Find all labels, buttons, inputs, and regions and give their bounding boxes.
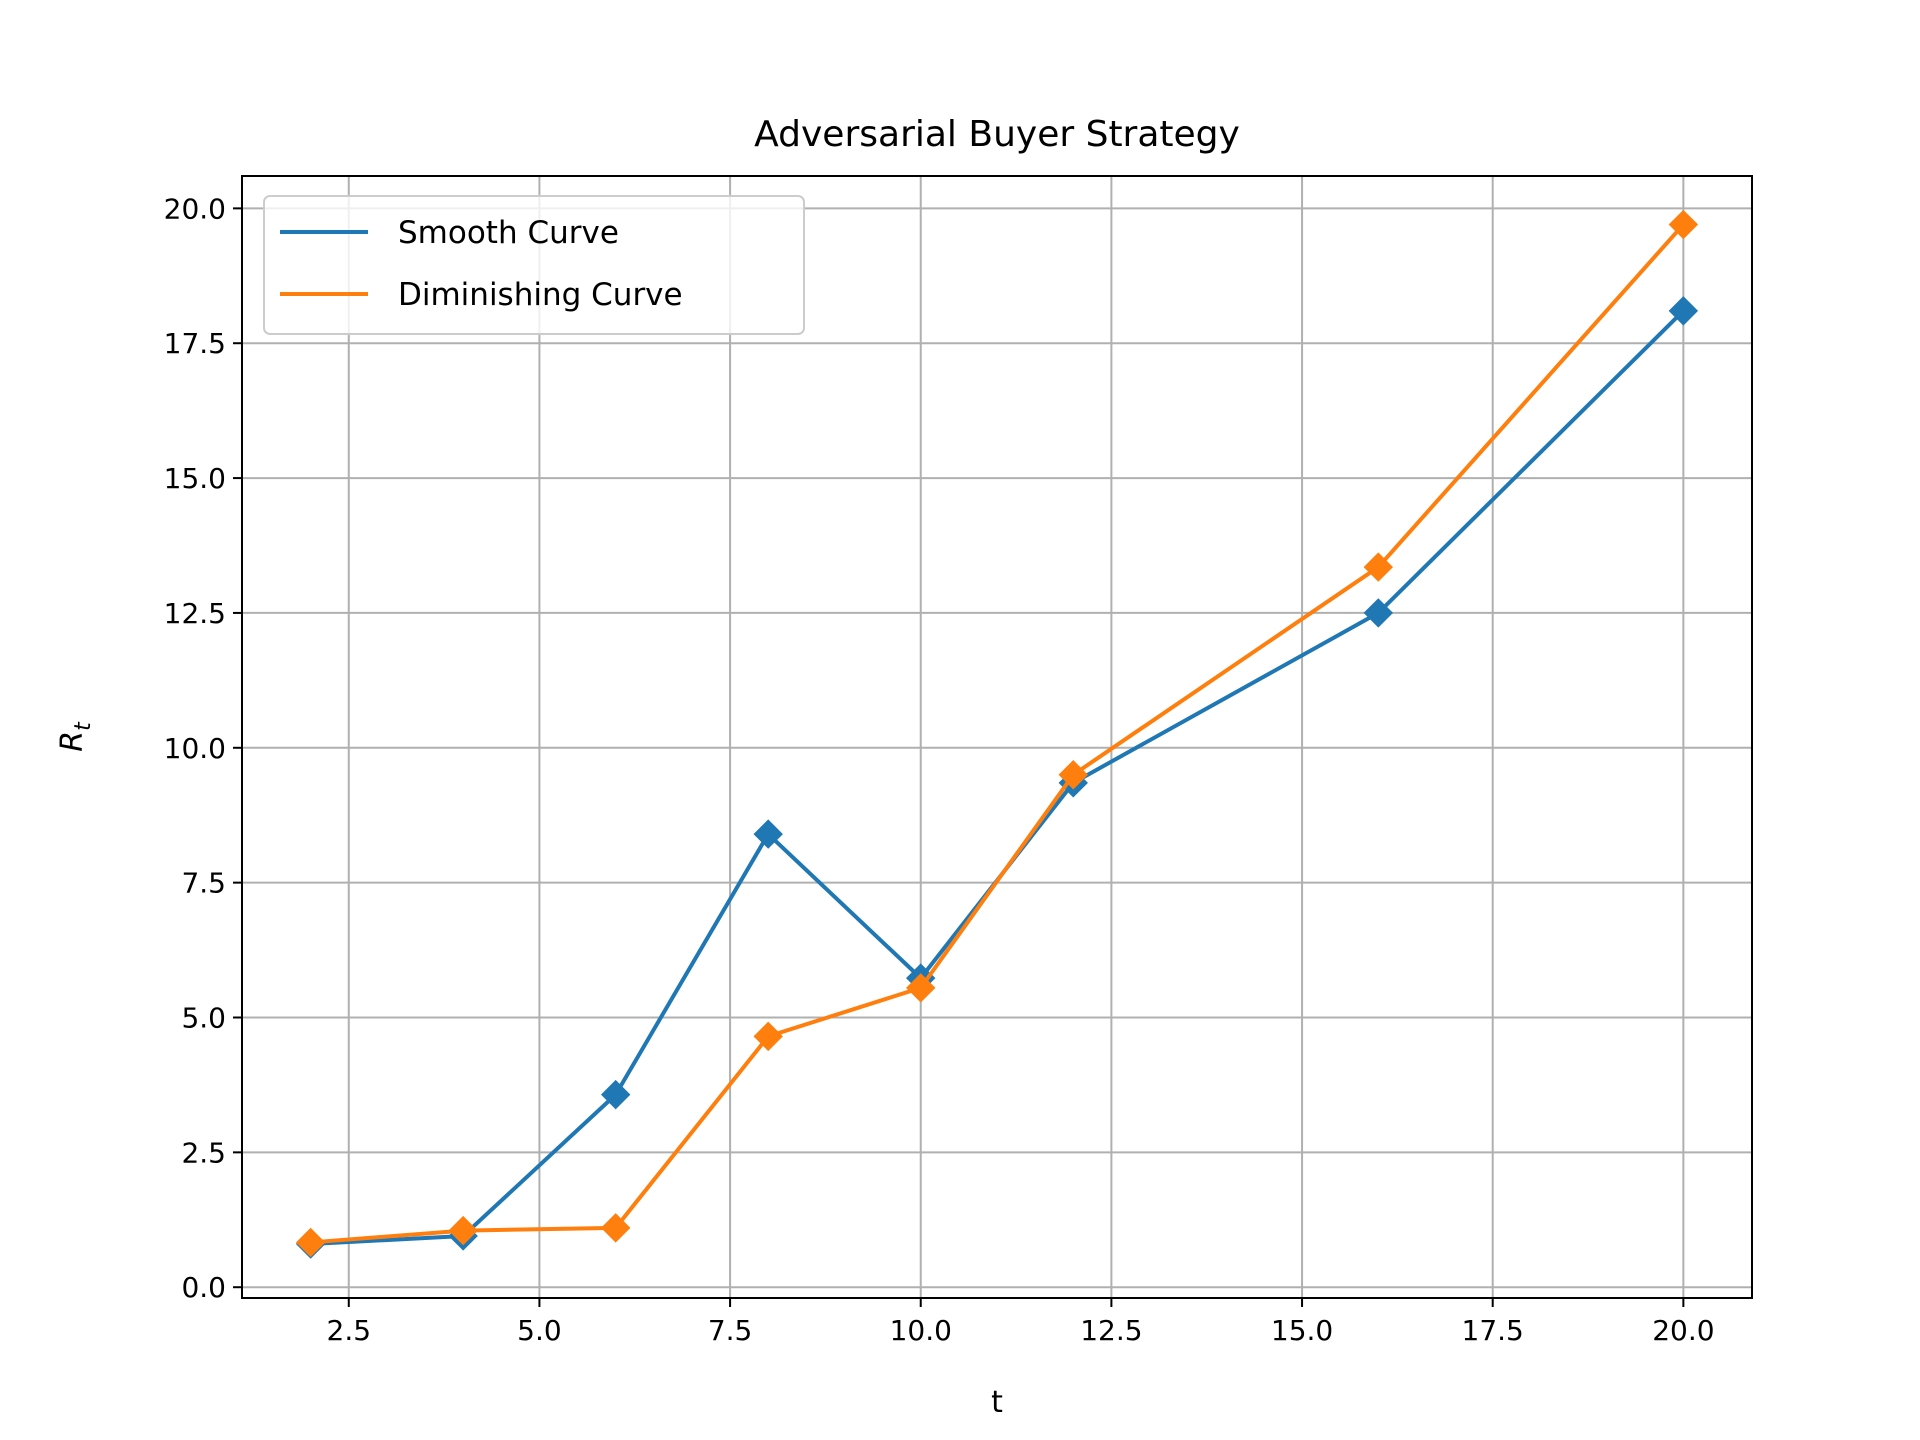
plot-frame (241, 175, 1753, 1299)
data-point-marker (753, 1021, 783, 1052)
y-axis-label-main: R (55, 731, 90, 752)
x-tick-label: 7.5 (708, 1314, 753, 1347)
legend-box (263, 195, 805, 335)
data-point-marker (448, 1215, 478, 1246)
y-tick-label: 5.0 (181, 1002, 226, 1035)
data-point-marker (1363, 552, 1394, 582)
x-tick-label: 15.0 (1271, 1314, 1333, 1347)
data-point-marker (600, 1213, 631, 1243)
data-point-marker (295, 1227, 326, 1258)
x-tick-label: 10.0 (890, 1314, 952, 1347)
data-point-marker (1363, 598, 1394, 628)
x-tick-label: 20.0 (1652, 1314, 1714, 1347)
data-point-marker (1668, 296, 1699, 326)
legend: Smooth Curve Diminishing Curve (263, 195, 805, 335)
data-point-marker (1058, 760, 1088, 790)
data-point-marker (600, 1079, 631, 1110)
series-line (310, 223, 1685, 1245)
x-tick-label: 12.5 (1080, 1314, 1142, 1347)
data-point-marker (1668, 209, 1699, 240)
grid (242, 176, 1752, 1298)
data-point-marker (906, 973, 936, 1003)
y-tick-label: 17.5 (164, 327, 226, 360)
x-axis-label: t (991, 1385, 1003, 1420)
legend-label: Smooth Curve (398, 215, 619, 251)
y-axis-label: Rt (55, 721, 96, 752)
data-point-marker (753, 819, 783, 849)
series-2 (295, 209, 1699, 1258)
x-tick-label: 5.0 (517, 1314, 562, 1347)
legend-label: Diminishing Curve (398, 277, 683, 313)
series-layer (295, 209, 1699, 1259)
y-tick-label: 0.0 (181, 1271, 226, 1304)
series-line (310, 309, 1685, 1247)
y-tick-label: 7.5 (181, 867, 226, 900)
x-tick-label: 2.5 (327, 1314, 372, 1347)
y-tick-label: 10.0 (164, 732, 226, 765)
y-tick-label: 20.0 (164, 192, 226, 225)
y-tick-label: 2.5 (181, 1136, 226, 1169)
ticks: 2.5 5.0 7.5 10.0 12.5 15.0 17.5 20.0 0.0 2.5 5.0 7.… (164, 192, 1715, 1347)
y-tick-label: 15.0 (164, 462, 226, 495)
x-tick-label: 17.5 (1462, 1314, 1524, 1347)
y-tick-label: 12.5 (164, 597, 226, 630)
y-axis-label-subscript: t (71, 721, 96, 731)
chart-title: Adversarial Buyer Strategy (754, 114, 1240, 155)
